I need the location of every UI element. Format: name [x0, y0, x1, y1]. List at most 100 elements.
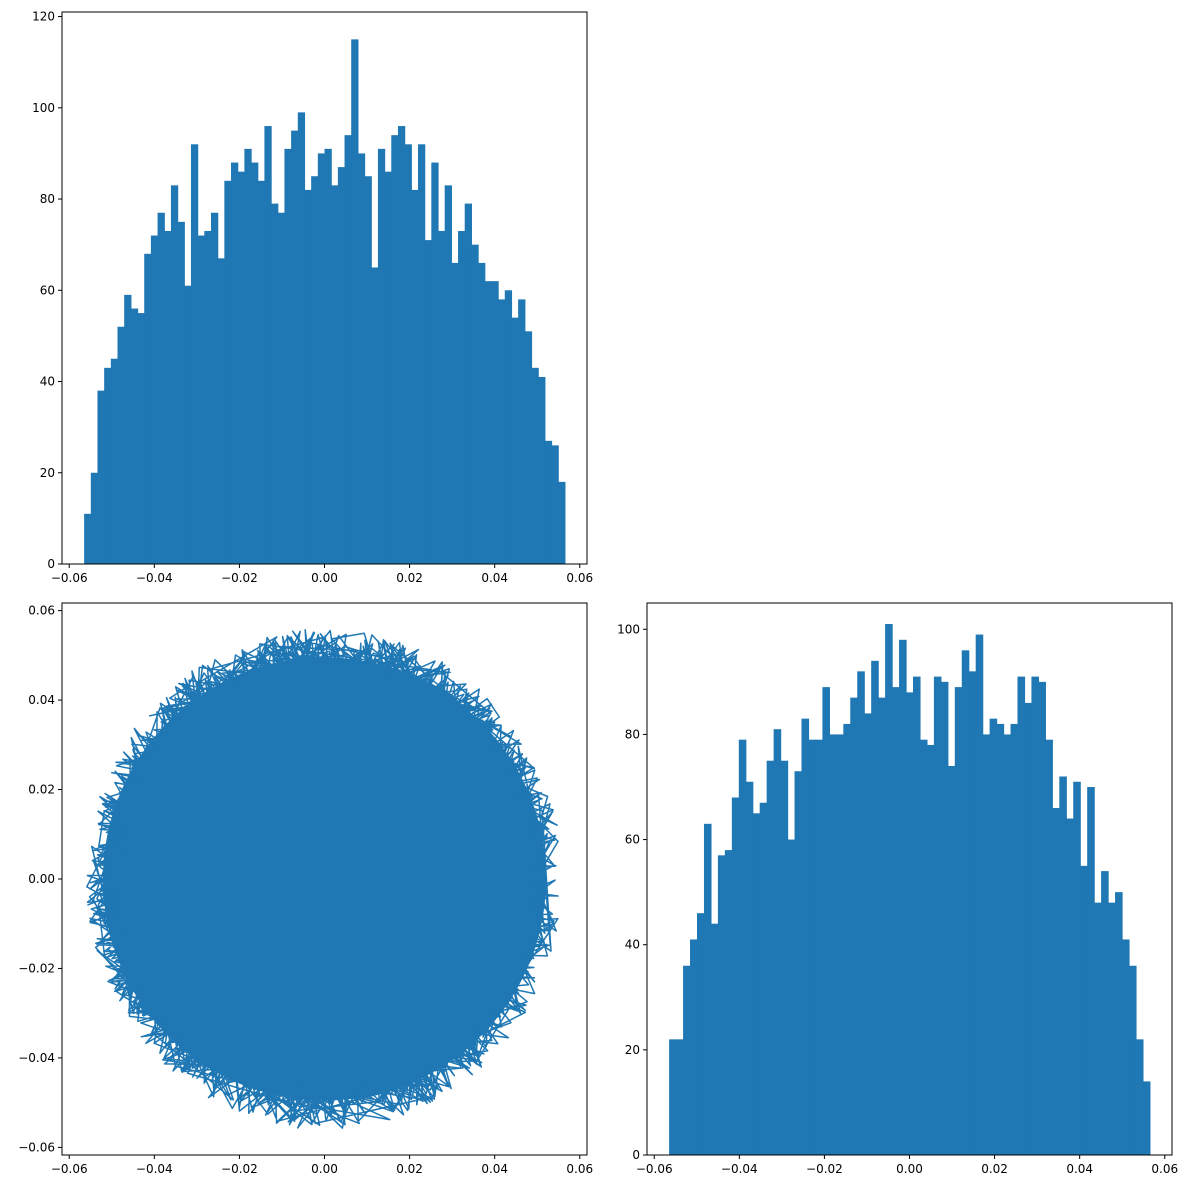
- histogram-bar: [351, 39, 359, 565]
- histogram-bar: [822, 687, 830, 1155]
- histogram-bar: [1045, 739, 1053, 1155]
- y-tick-label: 40: [40, 375, 55, 389]
- histogram-bar: [144, 253, 152, 564]
- histogram-bar: [1142, 1081, 1151, 1155]
- histogram-bar: [780, 760, 789, 1155]
- histogram-bar: [1073, 781, 1081, 1155]
- histogram-bar: [982, 734, 991, 1155]
- histogram-bar: [717, 855, 726, 1155]
- histogram-bar: [731, 797, 740, 1155]
- histogram-bar: [504, 290, 513, 564]
- histogram-bar: [257, 180, 266, 564]
- histogram-bar: [961, 650, 970, 1155]
- histogram-bar: [752, 813, 761, 1155]
- histogram-bar: [1108, 902, 1116, 1155]
- histogram-bar: [170, 185, 179, 564]
- y-tick-label: 0.04: [28, 693, 55, 707]
- y-tick-label: 0.06: [28, 604, 55, 618]
- histogram-bar: [773, 729, 782, 1155]
- histogram-bar: [759, 802, 768, 1155]
- histogram-bar: [84, 513, 92, 564]
- x-tick-label: 0.06: [1151, 1162, 1178, 1176]
- histogram-bar: [397, 126, 406, 564]
- x-tick-label: 0.00: [896, 1162, 923, 1176]
- y-tick-label: 60: [625, 833, 640, 847]
- histogram-bar: [1101, 871, 1109, 1155]
- y-tick-label: −0.02: [18, 961, 55, 975]
- histogram-bar: [297, 112, 306, 564]
- x-tick-label: 0.02: [396, 1162, 423, 1176]
- histogram-bar: [683, 965, 691, 1155]
- histogram-bar: [184, 285, 192, 564]
- histogram-bar: [157, 212, 165, 564]
- histogram-bar: [478, 262, 486, 564]
- histogram-bar: [829, 734, 837, 1155]
- y-tick-label: 100: [32, 101, 55, 115]
- histogram-bar: [1003, 734, 1012, 1155]
- histogram-bar: [237, 171, 245, 564]
- histogram-bar: [110, 358, 119, 564]
- histogram-bar: [484, 281, 493, 564]
- histogram-bar: [1017, 676, 1026, 1155]
- histogram-bar: [558, 481, 566, 564]
- histogram-bar: [912, 676, 921, 1155]
- histogram-bar: [989, 718, 998, 1155]
- histogram-bar: [424, 240, 432, 564]
- histogram-bar: [458, 230, 466, 564]
- y-tick-label: 100: [617, 622, 640, 636]
- histogram-bar: [244, 148, 252, 564]
- histogram-bar: [371, 267, 379, 564]
- histogram-bar: [787, 839, 796, 1155]
- histogram-bar: [808, 739, 817, 1155]
- x-tick-label: 0.06: [566, 571, 593, 585]
- histogram-bar: [291, 130, 299, 564]
- histogram-bar: [703, 823, 712, 1155]
- bottom-right-histogram-axes: −0.06 −0.04 −0.02 0.00 0.02 0.04 0.06 0 20 40 60 80…: [617, 602, 1178, 1176]
- histogram-bar: [104, 367, 112, 564]
- bottom-left-line-plot-axes: −0.06 −0.04 −0.02 0.00 0.02 0.04 0.06 −0.06 −0.0…: [18, 602, 593, 1176]
- x-tick-label: 0.04: [481, 1162, 508, 1176]
- x-tick-label: 0.04: [481, 571, 508, 585]
- histogram-bar: [696, 913, 705, 1155]
- histogram-bar: [676, 1039, 684, 1155]
- histogram-bar: [357, 153, 366, 564]
- histogram-bar: [377, 148, 386, 564]
- histogram-bar: [464, 203, 472, 564]
- histogram-bar: [1122, 939, 1130, 1155]
- y-tick-label: 20: [625, 1043, 640, 1057]
- histogram-bar: [444, 185, 452, 564]
- x-tick-label: −0.04: [136, 1162, 173, 1176]
- histogram-bar: [1024, 702, 1033, 1155]
- histogram-bar: [204, 230, 212, 564]
- x-tick-label: −0.06: [51, 1162, 88, 1176]
- histogram-bar: [451, 262, 459, 564]
- histogram-bar: [231, 162, 239, 564]
- histogram-bar: [1038, 681, 1046, 1155]
- histogram-bar: [690, 939, 698, 1155]
- histogram-bar: [438, 230, 446, 564]
- histogram-bar: [899, 639, 907, 1155]
- histogram-bar: [892, 687, 900, 1155]
- histogram-bar: [471, 244, 479, 564]
- histogram-bar: [857, 671, 865, 1155]
- histogram-bar: [417, 144, 426, 564]
- histogram-bar: [511, 317, 519, 564]
- histogram-bar: [90, 472, 99, 564]
- x-tick-label: 0.02: [981, 1162, 1008, 1176]
- histogram-bar: [919, 739, 928, 1155]
- histogram-bar: [1128, 965, 1137, 1155]
- histogram-bar: [544, 440, 553, 564]
- x-tick-label: −0.02: [806, 1162, 843, 1176]
- histogram-bar: [871, 660, 879, 1155]
- x-tick-label: −0.02: [221, 1162, 258, 1176]
- histogram-bar: [164, 230, 172, 564]
- histogram-bar: [271, 203, 279, 564]
- histogram-bar: [531, 367, 539, 564]
- x-tick-label: −0.04: [136, 571, 173, 585]
- y-tick-label: 0.00: [28, 872, 55, 886]
- histogram-bar: [975, 634, 984, 1155]
- histogram-bar: [404, 144, 412, 564]
- histogram-bar: [878, 697, 886, 1155]
- histogram-bar: [364, 176, 372, 565]
